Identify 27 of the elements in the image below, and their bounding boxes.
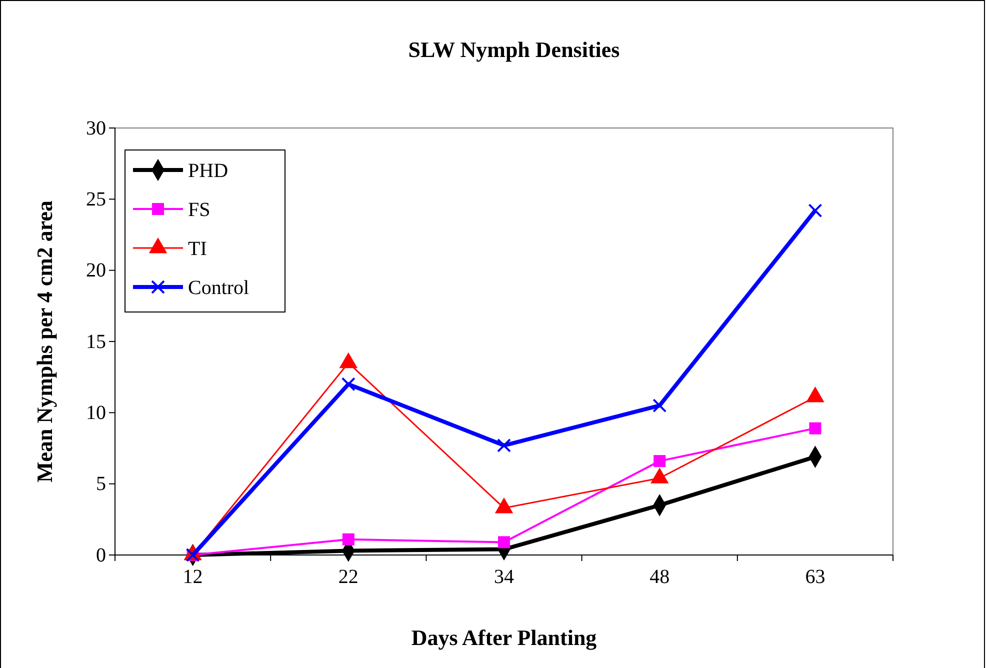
point <box>809 422 822 434</box>
y-tick-label: 0 <box>96 544 106 566</box>
y-tick-label: 5 <box>96 473 106 496</box>
legend-label: PHD <box>188 160 228 182</box>
y-tick-label: 10 <box>86 402 106 424</box>
point <box>498 536 510 548</box>
legend-label: TI <box>188 238 207 260</box>
legend-label: Control <box>188 277 250 299</box>
x-axis-title: Days After Planting <box>411 625 597 650</box>
x-tick-label: 22 <box>338 566 358 588</box>
y-tick-label: 20 <box>86 260 106 282</box>
y-axis-title: Mean Nymphs per 4 cm2 area <box>32 200 57 483</box>
point <box>652 398 667 413</box>
x-tick-label: 34 <box>494 566 514 588</box>
y-tick-label: 25 <box>86 188 106 211</box>
point <box>654 455 666 468</box>
y-tick-label: 30 <box>86 117 106 140</box>
y-tick-label: 15 <box>86 330 106 353</box>
chart-title: SLW Nymph Densities <box>408 37 620 62</box>
point <box>497 438 511 452</box>
x-tick-label: 63 <box>805 566 826 588</box>
legend-label: FS <box>188 199 210 221</box>
point <box>341 377 356 392</box>
x-tick-label: 12 <box>182 566 203 588</box>
x-tick-label: 48 <box>650 566 670 588</box>
point <box>342 533 354 546</box>
point <box>808 204 822 218</box>
